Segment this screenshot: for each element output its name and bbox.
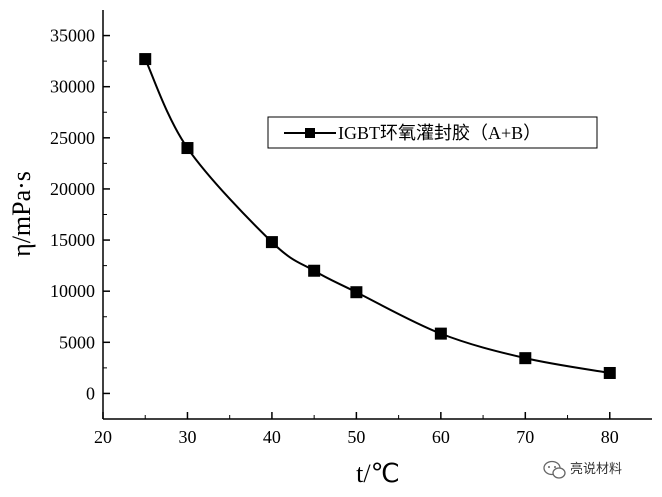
data-point-marker bbox=[603, 366, 616, 379]
series-layer bbox=[139, 53, 616, 379]
data-point-marker bbox=[181, 142, 194, 155]
data-point-marker bbox=[350, 286, 363, 299]
x-tick-label: 70 bbox=[516, 427, 534, 447]
watermark-text: 亮说材料 bbox=[570, 461, 622, 477]
y-tick-label: 25000 bbox=[50, 128, 95, 148]
plot-frame bbox=[102, 10, 652, 420]
y-axis-title: η/mPa·s bbox=[7, 171, 36, 257]
legend: IGBT环氧灌封胶（A+B） bbox=[267, 116, 598, 149]
x-axis-ticks: 20 30 40 50 60 70 80 bbox=[94, 412, 619, 447]
data-point-marker bbox=[139, 53, 152, 66]
data-point-marker bbox=[519, 352, 532, 365]
y-tick-label: 0 bbox=[86, 383, 95, 403]
y-tick-label: 20000 bbox=[50, 179, 95, 199]
y-tick-label: 10000 bbox=[50, 281, 95, 301]
x-tick-label: 40 bbox=[263, 427, 281, 447]
data-point-marker bbox=[434, 327, 447, 340]
x-tick-label: 50 bbox=[347, 427, 365, 447]
y-tick-label: 15000 bbox=[50, 230, 95, 250]
series-line bbox=[144, 58, 610, 374]
x-axis-title: t/℃ bbox=[356, 459, 400, 488]
x-tick-label: 80 bbox=[601, 427, 619, 447]
legend-label: IGBT环氧灌封胶（A+B） bbox=[338, 123, 541, 143]
y-tick-label: 5000 bbox=[59, 332, 95, 352]
data-point-marker bbox=[308, 264, 321, 277]
wechat-icon bbox=[543, 460, 566, 479]
legend-marker-swatch bbox=[305, 128, 315, 138]
x-tick-label: 30 bbox=[178, 427, 196, 447]
y-tick-label: 35000 bbox=[50, 26, 95, 46]
y-axis-ticks: 0 5000 10000 15000 20000 25000 30000 35000 bbox=[50, 26, 110, 403]
x-tick-label: 20 bbox=[94, 427, 112, 447]
watermark: 亮说材料 bbox=[543, 460, 622, 479]
x-tick-label: 60 bbox=[432, 427, 450, 447]
data-point-marker bbox=[265, 236, 278, 249]
y-tick-label: 30000 bbox=[50, 77, 95, 97]
